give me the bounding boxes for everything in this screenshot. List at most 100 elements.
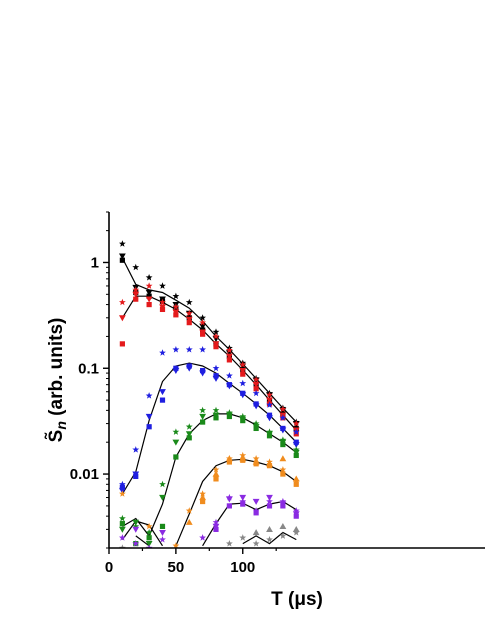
data-point-s16-12 [292,507,300,514]
data-point-s5-1 [119,341,125,347]
data-point-s6-8 [212,341,220,348]
data-point-s19-1 [119,544,126,548]
data-point-s1-7 [199,314,206,321]
data-point-s7-8 [212,364,220,372]
data-point-s8-8 [213,373,219,379]
data-point-s20-4 [292,525,300,532]
data-point-s4-11 [252,376,260,383]
data-point-s6-11 [252,382,260,389]
fit-curve-5 [175,458,297,547]
data-point-s1-1 [119,240,126,247]
data-point-s9-4 [159,389,166,396]
data-point-s7-5 [172,346,180,353]
data-point-s16-4 [159,536,166,543]
data-point-s13-5 [199,490,206,497]
data-point-s7-14 [292,428,300,435]
data-point-s9-5 [172,368,180,375]
plot-area [118,240,300,548]
data-point-s3-3 [145,289,153,296]
data-point-s19-3 [239,534,247,541]
data-point-s12-2 [132,519,140,526]
data-point-s14-3 [226,459,232,465]
data-point-s4-6 [185,309,193,317]
data-point-s13-4 [185,507,193,514]
data-point-s4-2 [132,286,140,293]
data-point-s13-11 [279,466,287,473]
data-point-s1-5 [172,292,180,300]
data-point-s12-4 [159,494,166,501]
data-point-s9-10 [239,392,247,399]
data-point-s9-7 [199,370,207,377]
data-point-s17-4 [253,510,259,516]
data-point-s8-4 [159,397,166,403]
data-point-s4-5 [172,303,180,310]
data-point-s7-9 [226,372,233,379]
data-point-s5-3 [146,301,152,308]
data-point-s12-6 [185,431,193,438]
data-point-s5-9 [226,357,232,363]
data-point-s15-5 [239,455,247,462]
data-point-s14-7 [280,471,286,477]
x-tick-label-100: 100 [230,559,255,576]
data-point-s13-1 [119,490,126,497]
data-point-s11-1 [119,521,125,527]
data-point-s15-4 [225,455,233,462]
x-axis-title: T (μs) [271,589,323,610]
data-point-s1-6 [185,298,193,306]
fit-curve-8 [135,535,150,547]
data-point-s2-1 [119,257,125,263]
data-point-s7-10 [239,379,247,387]
data-point-s16-6 [212,518,220,526]
x-tick-label-0: 0 [105,559,113,576]
data-point-s10-8 [212,406,220,414]
data-point-s7-4 [159,349,166,356]
fit-curve-2 [121,295,297,431]
data-point-s12-5 [172,439,180,446]
data-point-s6-10 [239,368,247,375]
data-point-s10-1 [119,514,126,522]
data-point-s6-3 [145,296,153,303]
data-point-s12-13 [279,439,287,446]
data-point-s14-2 [213,476,219,482]
data-point-s4-1 [119,298,126,306]
data-point-s17-3 [240,501,246,507]
data-point-s7-13 [279,414,287,421]
data-point-s4-9 [226,346,233,354]
data-point-s12-8 [212,412,220,419]
data-point-s6-4 [159,304,166,311]
data-point-s10-3 [145,528,153,536]
data-point-s6-2 [132,291,140,298]
data-point-s10-4 [159,480,166,488]
data-point-s5-11 [253,386,259,392]
data-point-s15-8 [279,455,287,462]
data-point-s4-10 [239,361,247,368]
data-point-s12-3 [145,541,153,548]
fit-curve-6 [121,520,164,547]
data-point-s6-1 [118,315,126,322]
data-point-s15-7 [266,460,273,467]
data-point-s12-12 [266,431,273,438]
data-point-s10-14 [292,446,300,453]
data-point-s16-11 [279,497,287,505]
data-point-s20-2 [266,525,273,532]
data-point-s4-8 [212,332,220,340]
y-tick-label-0.1: 0.1 [78,360,99,377]
data-point-s10-6 [185,423,193,430]
data-point-s18-6 [252,498,260,505]
data-point-s3-8 [212,336,220,343]
data-point-s9-9 [225,383,233,390]
data-point-s4-4 [159,298,166,306]
data-point-s7-7 [199,346,206,353]
data-point-s11-5 [173,454,179,460]
y-tick-label-0.01: 0.01 [70,466,99,483]
data-point-s15-3 [212,470,220,477]
data-point-s13-6 [212,466,220,473]
data-point-s11-4 [159,523,166,530]
data-point-s20-1 [252,529,260,536]
data-point-s4-3 [145,282,153,289]
data-point-s7-12 [266,401,273,408]
data-point-s5-10 [240,371,246,377]
data-point-s8-1 [119,484,125,490]
data-point-s19-6 [279,532,287,539]
